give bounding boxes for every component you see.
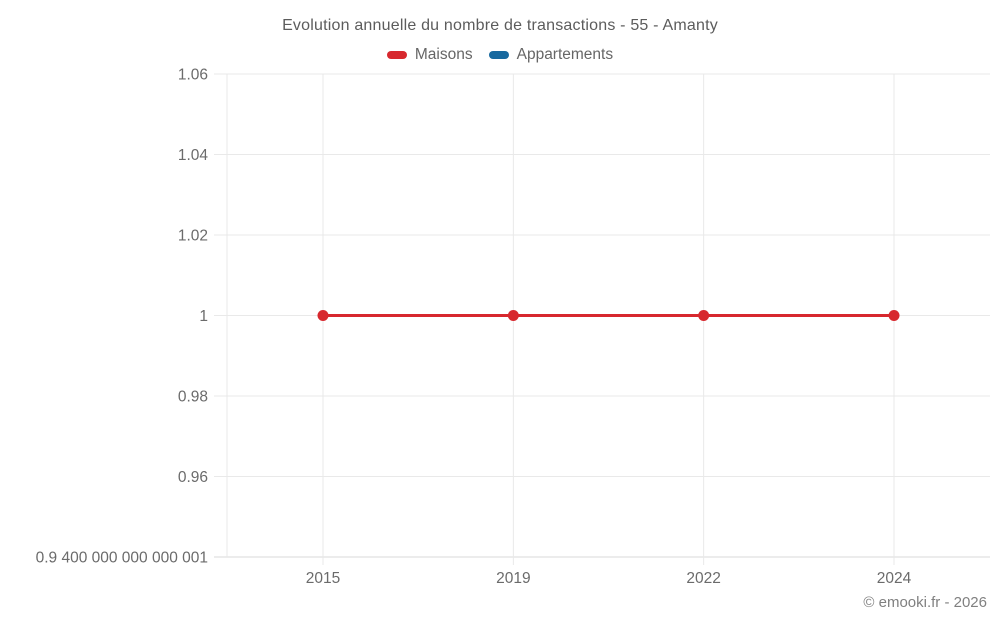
legend-item-maisons[interactable]: Maisons [386, 46, 473, 64]
x-tick-label: 2022 [686, 570, 720, 587]
chart-title: Evolution annuelle du nombre de transact… [282, 17, 718, 34]
legend-label-maisons: Maisons [414, 46, 473, 63]
copyright: © emooki.fr - 2026 [863, 594, 987, 611]
y-tick-label: 1 [199, 308, 208, 325]
legend-item-appartements[interactable]: Appartements [488, 46, 614, 64]
data-point [888, 310, 900, 321]
y-tick-label: 0.96 [178, 469, 208, 486]
data-point [507, 310, 519, 321]
legend-swatch-appartements [488, 51, 509, 59]
y-tick-label: 0.98 [178, 388, 208, 405]
legend-label-appartements: Appartements [516, 46, 614, 63]
legend-swatch-maisons [386, 51, 407, 59]
data-point [317, 310, 329, 321]
legend: Maisons Appartements [0, 46, 1000, 64]
y-tick-label: 0.9 400 000 000 000 001 [36, 549, 208, 566]
y-tick-label: 1.04 [178, 147, 209, 164]
data-point [698, 310, 710, 321]
x-tick-label: 2024 [877, 570, 912, 587]
x-tick-label: 2015 [306, 570, 340, 587]
y-tick-label: 1.02 [178, 227, 208, 244]
y-tick-label: 1.06 [178, 66, 208, 83]
x-tick-label: 2019 [496, 570, 530, 587]
